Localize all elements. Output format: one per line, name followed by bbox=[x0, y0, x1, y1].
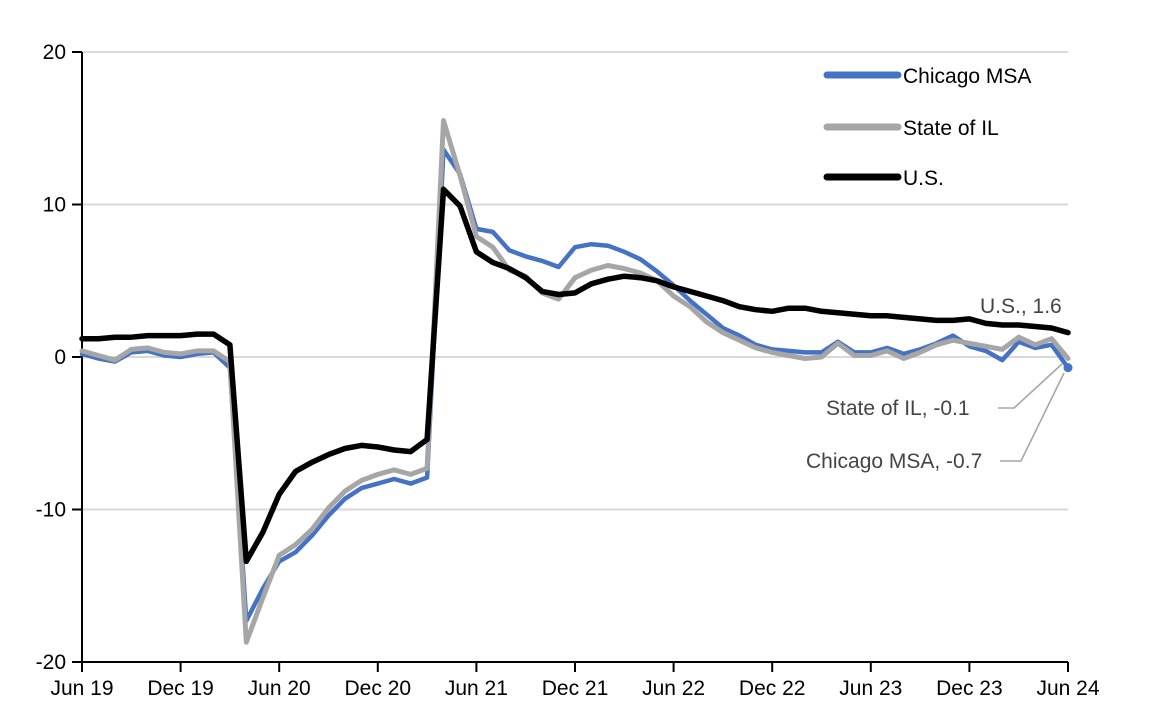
annotation-u-s: U.S., 1.6 bbox=[980, 295, 1062, 318]
y-tick-label: 10 bbox=[43, 194, 66, 217]
x-tick-label: Jun 21 bbox=[445, 677, 508, 700]
x-tick-label: Dec 19 bbox=[147, 677, 214, 700]
legend: Chicago MSA State of IL U.S. bbox=[823, 65, 1031, 190]
x-tick-label: Jun 20 bbox=[248, 677, 311, 700]
y-tick-label: 20 bbox=[43, 41, 66, 64]
legend-item-u-s: U.S. bbox=[823, 167, 944, 190]
series-group bbox=[79, 118, 1073, 645]
y-tick-label: -20 bbox=[36, 651, 66, 674]
legend-label-chicago-msa: Chicago MSA bbox=[903, 65, 1031, 88]
series-end-marker-chicago-msa bbox=[1063, 363, 1073, 373]
x-tick-label: Dec 22 bbox=[739, 677, 806, 700]
x-tick-label: Dec 23 bbox=[936, 677, 1003, 700]
annotation-callout-chicago-msa bbox=[1000, 372, 1065, 462]
x-tick-label: Jun 19 bbox=[50, 677, 113, 700]
gridlines-group bbox=[82, 51, 1068, 511]
legend-item-chicago-msa: Chicago MSA bbox=[823, 65, 1031, 88]
axes-group: 20 10 0 -10 -20 Jun 19 Dec 19 Jun 20 Dec 20 Jun 2… bbox=[36, 41, 1100, 700]
legend-label-state-of-il: State of IL bbox=[903, 117, 999, 140]
series-line-state-of-il bbox=[79, 118, 1071, 645]
x-tick-label: Dec 20 bbox=[345, 677, 412, 700]
annotation-chicago-msa: Chicago MSA, -0.7 bbox=[806, 450, 982, 473]
legend-label-u-s: U.S. bbox=[903, 167, 944, 190]
annotation-state-of-il: State of IL, -0.1 bbox=[826, 397, 970, 420]
x-tick-label: Dec 21 bbox=[542, 677, 609, 700]
x-tick-label: Jun 22 bbox=[642, 677, 705, 700]
x-tick-label: Jun 24 bbox=[1036, 677, 1099, 700]
legend-item-state-of-il: State of IL bbox=[823, 117, 999, 140]
series-line-u-s bbox=[79, 186, 1071, 565]
annotations-group: U.S., 1.6 State of IL, -0.1 Chicago MSA, -… bbox=[806, 295, 1065, 473]
annotation-callout-state-of-il bbox=[998, 363, 1063, 409]
y-tick-label: 0 bbox=[54, 346, 66, 369]
y-tick-label: -10 bbox=[36, 499, 66, 522]
x-tick-label: Jun 23 bbox=[839, 677, 902, 700]
